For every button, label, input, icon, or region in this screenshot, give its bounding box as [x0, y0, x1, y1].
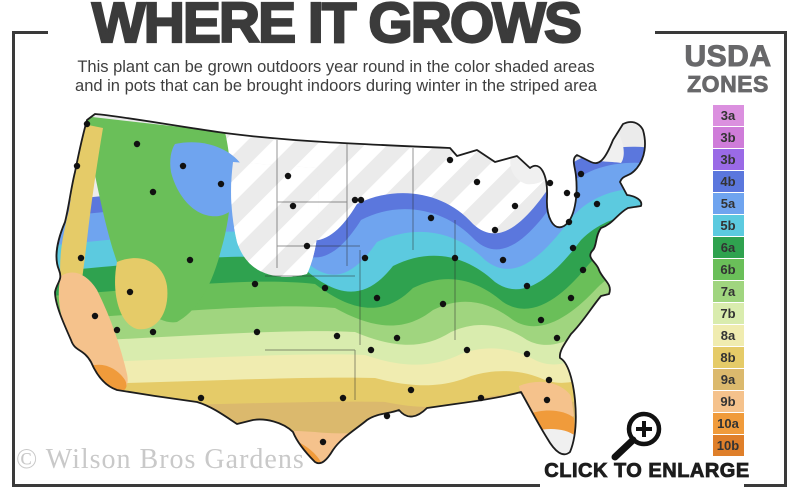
- city-dot: [477, 394, 485, 402]
- city-dot: [253, 328, 261, 336]
- us-outline: [54, 113, 646, 465]
- legend-title-usda: USDA: [684, 40, 772, 73]
- subtitle: This plant can be grown outdoors year ro…: [12, 58, 660, 96]
- legend-swatch-z4b: 4b: [712, 171, 744, 193]
- city-dot: [553, 334, 561, 342]
- south-florida-white-region: [536, 428, 575, 455]
- city-dot: [567, 294, 575, 302]
- nevada-gold-region: [115, 258, 168, 330]
- city-dot: [321, 284, 329, 292]
- city-dot: [546, 179, 554, 187]
- city-dot: [319, 438, 327, 446]
- legend-swatch-z8b: 8b: [712, 347, 744, 369]
- frame-bottom-gap: [540, 480, 744, 491]
- city-dot: [339, 394, 347, 402]
- city-dot: [545, 376, 553, 384]
- city-dot: [463, 346, 471, 354]
- city-dot: [577, 170, 585, 178]
- legend-swatch-z8a: 8a: [712, 325, 744, 347]
- city-dot: [367, 346, 375, 354]
- city-dot: [593, 200, 601, 208]
- state-borders: [265, 140, 456, 400]
- city-dots-layer: [73, 120, 601, 446]
- city-dot: [179, 162, 187, 170]
- legend-swatch-z6b: 6b: [712, 259, 744, 281]
- city-dot: [473, 178, 481, 186]
- pacific-coast-gold-region: [60, 124, 103, 305]
- city-dot: [83, 120, 91, 128]
- city-dot: [149, 328, 157, 336]
- city-dot: [573, 191, 581, 199]
- legend-swatch-z6a: 6a: [712, 237, 744, 259]
- city-dot: [393, 334, 401, 342]
- city-dot: [563, 189, 571, 197]
- city-dot: [543, 396, 551, 404]
- city-dot: [73, 162, 81, 170]
- legend-swatch-z3a: 3a: [712, 105, 744, 127]
- usda-zone-map[interactable]: [25, 100, 660, 475]
- city-dot: [499, 256, 507, 264]
- usda-zones-legend: USDA ZONES 3a 3b 3b 4b 5a 5b 6a 6b 7a 7b 8a 8b 9a 9b 1…: [670, 40, 786, 457]
- city-dot: [407, 386, 415, 394]
- city-dot: [149, 188, 157, 196]
- city-dot: [186, 256, 194, 264]
- click-to-enlarge-button[interactable]: CLICK TO ENLARGE: [544, 460, 750, 483]
- city-dot: [427, 214, 435, 222]
- wyoming-striped-hatch: [231, 162, 319, 277]
- city-dot: [133, 140, 141, 148]
- city-dot: [511, 202, 519, 210]
- city-dot: [451, 254, 459, 262]
- city-dot: [373, 294, 381, 302]
- frame-top-gap: [48, 26, 655, 37]
- city-dot: [579, 266, 587, 274]
- city-dot: [565, 218, 573, 226]
- city-dot: [491, 226, 499, 234]
- legend-swatch-z7a: 7a: [712, 281, 744, 303]
- watermark: © Wilson Bros Gardens: [16, 444, 305, 475]
- city-dot: [383, 412, 391, 420]
- city-dot: [289, 202, 297, 210]
- legend-title-zones: ZONES: [687, 71, 769, 97]
- city-dot: [351, 196, 359, 204]
- city-dot: [439, 300, 447, 308]
- california-orange-region: [58, 272, 128, 392]
- city-dot: [126, 288, 134, 296]
- magnifier-plus-icon[interactable]: [606, 406, 668, 462]
- page-title: WHERE IT GROWS: [91, 0, 583, 55]
- city-dot: [217, 180, 225, 188]
- montana-blue-region: [170, 142, 243, 217]
- city-dot: [303, 242, 311, 250]
- city-dot: [523, 282, 531, 290]
- legend-swatch-z4a: 3b: [712, 149, 744, 171]
- city-dot: [91, 312, 99, 320]
- city-dot: [77, 254, 85, 262]
- city-dot: [251, 280, 259, 288]
- legend-swatch-z9a: 9a: [712, 369, 744, 391]
- city-dot: [357, 196, 365, 204]
- city-dot: [361, 254, 369, 262]
- legend-swatch-list: 3a 3b 3b 4b 5a 5b 6a 6b 7a 7b 8a 8b 9a 9b 10a 10b: [670, 105, 786, 457]
- legend-swatch-z10a: 10a: [712, 413, 744, 435]
- city-dot: [333, 332, 341, 340]
- subtitle-line-1: This plant can be grown outdoors year ro…: [77, 58, 595, 76]
- zone-fill-layers: [55, 114, 645, 464]
- city-dot: [197, 394, 205, 402]
- city-dot: [569, 244, 577, 252]
- legend-swatch-z9b: 9b: [712, 391, 744, 413]
- city-dot: [284, 172, 292, 180]
- legend-swatch-z5b: 5b: [712, 215, 744, 237]
- city-dot: [523, 350, 531, 358]
- socal-orange-region: [91, 364, 127, 392]
- legend-swatch-z3b: 3b: [712, 127, 744, 149]
- city-dot: [537, 316, 545, 324]
- legend-swatch-z5a: 5a: [712, 193, 744, 215]
- city-dot: [446, 156, 454, 164]
- legend-swatch-z10b: 10b: [712, 435, 744, 457]
- legend-swatch-z7b: 7b: [712, 303, 744, 325]
- subtitle-line-2: and in pots that can be brought indoors …: [75, 77, 597, 96]
- city-dot: [113, 326, 121, 334]
